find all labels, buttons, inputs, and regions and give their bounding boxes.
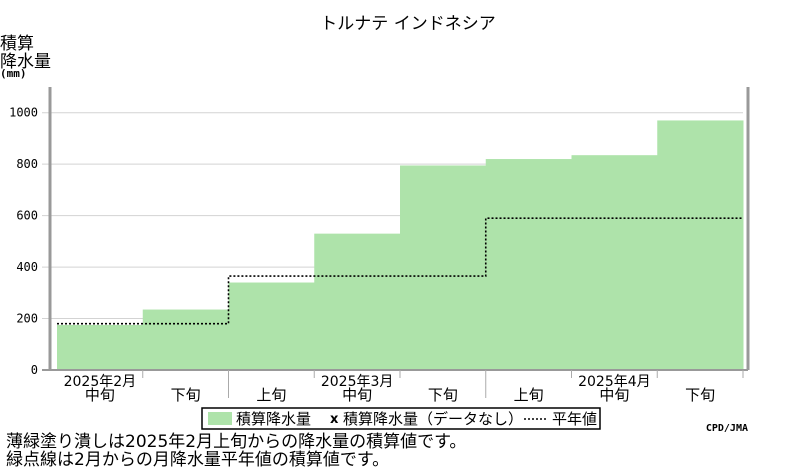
y-tick-label: 800 — [16, 157, 38, 171]
legend-label-missing: 積算降水量（データなし） — [343, 410, 523, 428]
x-tick-label: 下旬 — [171, 386, 201, 404]
x-tick-label: 上旬 — [514, 386, 544, 404]
y-tick-label: 400 — [16, 260, 38, 274]
y-tick-label: 600 — [16, 209, 38, 223]
y-tick-label: 1000 — [9, 106, 38, 120]
credit-label: CPD/JMA — [706, 423, 748, 434]
precip-bar — [571, 155, 658, 370]
month-label: 2025年4月 — [578, 374, 651, 390]
legend-label-precip: 積算降水量 — [236, 410, 311, 428]
y-axis-label-line-1: 積算 — [0, 34, 34, 54]
x-tick-label: 下旬 — [428, 386, 458, 404]
x-tick-label: 上旬 — [256, 386, 286, 404]
precip-bar — [400, 165, 487, 370]
legend-marker-missing: x — [330, 412, 339, 427]
legend-swatch-precip — [208, 412, 232, 425]
y-axis-unit: (mm) — [0, 67, 27, 80]
precip-bar — [314, 233, 401, 370]
x-tick-label: 下旬 — [685, 386, 715, 404]
footnote-dotted: 緑点線は2月からの月降水量平年値の積算値です。 — [6, 450, 390, 470]
x-tick-label: 中旬 — [599, 386, 629, 404]
normal-line — [57, 217, 743, 325]
y-tick-label: 0 — [31, 363, 38, 377]
month-label: 2025年2月 — [64, 374, 137, 390]
month-label: 2025年3月 — [321, 374, 394, 390]
precip-bar — [657, 120, 744, 370]
y-tick-label: 200 — [16, 312, 38, 326]
y-axis-label-line-2: 降水量 — [0, 52, 51, 72]
precip-bar — [228, 282, 315, 370]
footnote-fill: 薄緑塗り潰しは2025年2月上旬からの降水量の積算値です。 — [6, 432, 467, 452]
x-tick-label: 中旬 — [342, 386, 372, 404]
precip-bar — [57, 324, 144, 370]
x-tick-label: 中旬 — [85, 386, 115, 404]
legend-box — [201, 407, 601, 430]
legend-label-normal: 平年値 — [552, 410, 597, 428]
chart-title: トルナテ インドネシア — [320, 14, 495, 34]
precip-bar — [485, 159, 572, 370]
precip-bar — [142, 309, 229, 370]
